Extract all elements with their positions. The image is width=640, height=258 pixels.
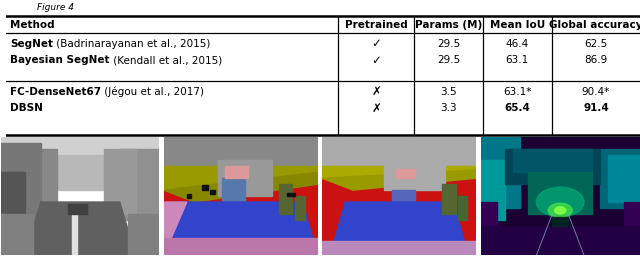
Text: Params (M): Params (M) bbox=[415, 20, 482, 30]
Text: Bayesian SegNet: Bayesian SegNet bbox=[10, 55, 110, 65]
Bar bbox=[1, 137, 159, 178]
Text: Method: Method bbox=[10, 20, 55, 30]
Bar bbox=[294, 196, 305, 220]
Polygon shape bbox=[323, 170, 476, 190]
Bar bbox=[49, 155, 112, 190]
Bar bbox=[624, 202, 640, 255]
Text: ✗: ✗ bbox=[371, 102, 381, 115]
Ellipse shape bbox=[548, 203, 572, 217]
Bar bbox=[1, 149, 56, 226]
Bar bbox=[513, 149, 592, 172]
Text: 3.3: 3.3 bbox=[440, 103, 457, 113]
Bar bbox=[529, 172, 592, 214]
Bar bbox=[218, 160, 271, 196]
Bar bbox=[164, 238, 318, 255]
Bar bbox=[442, 184, 456, 214]
Text: FC-DenseNet67: FC-DenseNet67 bbox=[10, 87, 102, 97]
Polygon shape bbox=[164, 202, 187, 255]
Text: Pretrained: Pretrained bbox=[345, 20, 408, 30]
Text: 46.4: 46.4 bbox=[506, 39, 529, 49]
Bar bbox=[481, 202, 497, 255]
Bar bbox=[72, 208, 77, 255]
Text: ✗: ✗ bbox=[371, 85, 381, 98]
Text: SegNet: SegNet bbox=[10, 39, 53, 49]
Bar bbox=[164, 137, 318, 166]
Text: 3.5: 3.5 bbox=[440, 87, 457, 97]
Text: Mean IoU: Mean IoU bbox=[490, 20, 545, 30]
Bar bbox=[287, 192, 294, 196]
Polygon shape bbox=[164, 172, 318, 202]
Text: ✓: ✓ bbox=[371, 54, 381, 67]
Bar bbox=[323, 241, 476, 255]
Text: 29.5: 29.5 bbox=[437, 39, 460, 49]
Text: ✓: ✓ bbox=[371, 37, 381, 50]
Text: 91.4: 91.4 bbox=[583, 103, 609, 113]
Ellipse shape bbox=[536, 187, 584, 217]
Bar bbox=[1, 172, 25, 214]
Text: 62.5: 62.5 bbox=[584, 39, 607, 49]
Bar bbox=[1, 143, 41, 226]
Bar bbox=[608, 155, 640, 202]
Bar bbox=[210, 190, 214, 194]
Bar bbox=[323, 137, 476, 166]
Text: (Badrinarayanan et al., 2015): (Badrinarayanan et al., 2015) bbox=[53, 39, 211, 49]
Bar bbox=[202, 186, 209, 190]
Bar bbox=[128, 214, 159, 255]
Bar bbox=[458, 196, 467, 220]
Bar bbox=[396, 169, 415, 178]
Bar bbox=[279, 184, 292, 214]
Text: 90.4*: 90.4* bbox=[582, 87, 610, 97]
Polygon shape bbox=[164, 166, 318, 190]
Polygon shape bbox=[392, 190, 415, 214]
Text: 63.1: 63.1 bbox=[506, 55, 529, 65]
Bar bbox=[481, 226, 640, 255]
Polygon shape bbox=[25, 202, 136, 255]
Polygon shape bbox=[323, 166, 476, 178]
Text: 86.9: 86.9 bbox=[584, 55, 607, 65]
Text: 65.4: 65.4 bbox=[504, 103, 530, 113]
Bar bbox=[68, 204, 86, 214]
Bar bbox=[481, 160, 504, 220]
Bar bbox=[187, 194, 191, 198]
Polygon shape bbox=[164, 202, 318, 255]
Bar bbox=[600, 149, 640, 208]
Bar bbox=[104, 149, 136, 214]
Bar bbox=[222, 178, 245, 208]
Bar bbox=[552, 217, 568, 226]
Polygon shape bbox=[330, 202, 468, 255]
Text: Figure 4: Figure 4 bbox=[37, 3, 74, 12]
Bar bbox=[120, 149, 159, 220]
Text: (Kendall et al., 2015): (Kendall et al., 2015) bbox=[110, 55, 222, 65]
Ellipse shape bbox=[555, 207, 566, 214]
Bar bbox=[225, 166, 248, 178]
Bar bbox=[481, 137, 520, 208]
Bar bbox=[1, 214, 33, 255]
Text: Global accuracy: Global accuracy bbox=[549, 20, 640, 30]
Bar bbox=[384, 160, 445, 190]
Text: 29.5: 29.5 bbox=[437, 55, 460, 65]
Bar bbox=[504, 149, 600, 184]
Text: 63.1*: 63.1* bbox=[503, 87, 531, 97]
Text: DBSN: DBSN bbox=[10, 103, 44, 113]
Text: (Jégou et al., 2017): (Jégou et al., 2017) bbox=[102, 87, 205, 97]
